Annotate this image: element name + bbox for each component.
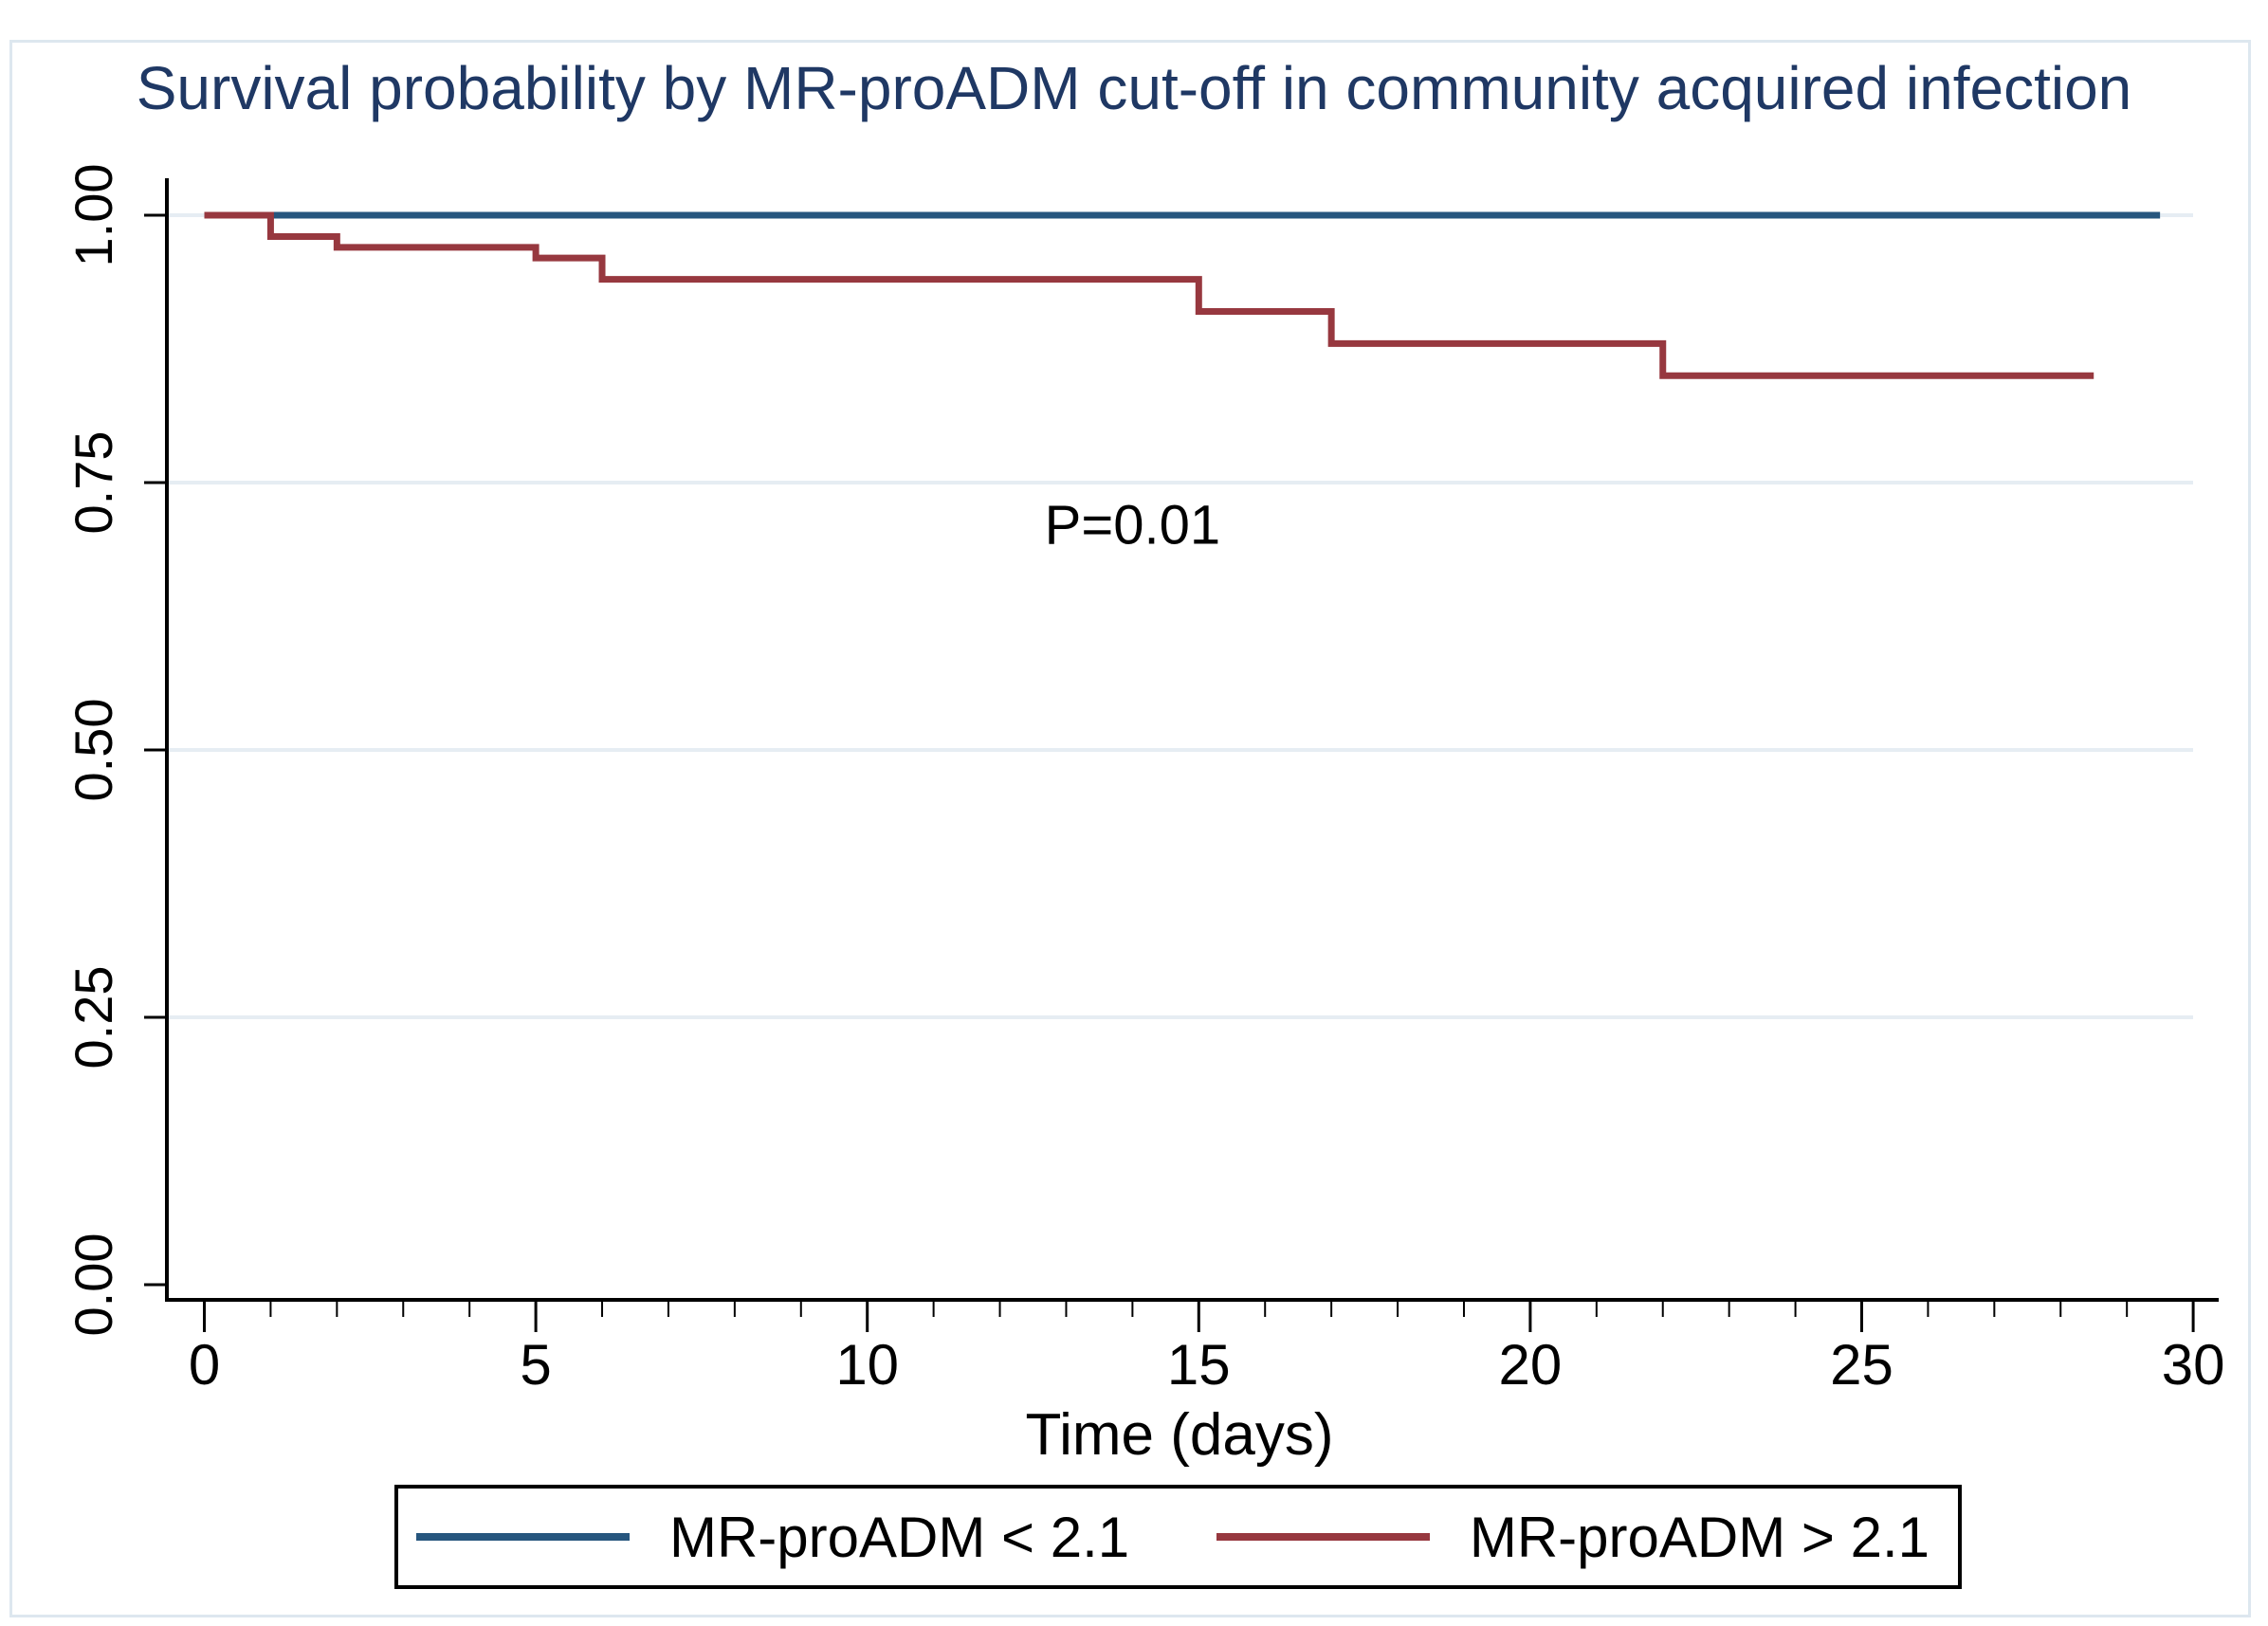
y-tick-label: 0.25 [64,966,123,1069]
legend-label-below-cutoff: MR-proADM < 2.1 [669,1505,1130,1569]
chart-title: Survival probability by MR-proADM cut-of… [136,54,2132,122]
x-tick-label: 10 [835,1333,899,1397]
legend-label-above-cutoff: MR-proADM > 2.1 [1469,1505,1930,1569]
y-tick-label: 0.50 [64,699,123,802]
legend-line-swatch-maroon [1216,1533,1430,1541]
legend-entry-below-cutoff: MR-proADM < 2.1 [416,1505,1129,1570]
x-tick-label: 15 [1167,1333,1231,1397]
x-tick-label: 25 [1830,1333,1893,1397]
y-tick-label: 0.75 [64,431,123,535]
p-value-annotation: P=0.01 [1044,494,1221,557]
y-tick-label: 1.00 [64,164,123,267]
x-tick-label: 30 [2162,1333,2225,1397]
legend-box: MR-proADM < 2.1 MR-proADM > 2.1 [394,1485,1962,1589]
x-tick-label: 5 [520,1333,551,1397]
survival-curve-1 [204,211,2094,379]
x-tick-label: 0 [189,1333,220,1397]
x-tick-label: 20 [1499,1333,1563,1397]
y-tick-label: 0.00 [64,1233,123,1337]
legend-line-swatch-navy [416,1533,630,1541]
x-axis-title: Time (days) [1025,1402,1334,1468]
legend-entry-above-cutoff: MR-proADM > 2.1 [1216,1505,1930,1570]
